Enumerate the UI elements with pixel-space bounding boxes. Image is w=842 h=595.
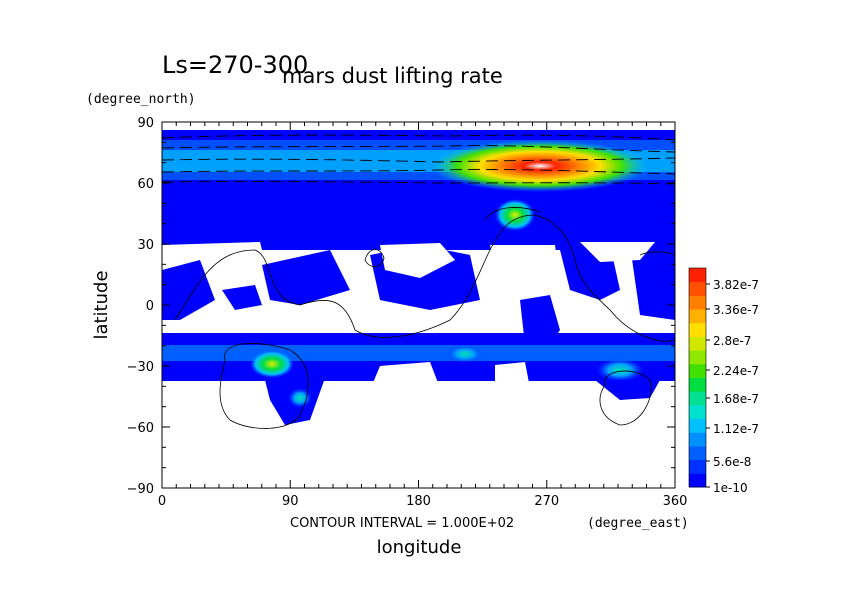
hellas-spot xyxy=(250,350,294,378)
colorbar-label: 3.82e-7 xyxy=(713,278,759,292)
tharsis-spot xyxy=(495,199,535,231)
colorbar-swatch xyxy=(689,350,706,365)
colorbar-swatch xyxy=(689,418,706,433)
colorbar-frame xyxy=(688,267,707,488)
colorbar-swatch xyxy=(689,363,706,378)
north-hot-spot xyxy=(430,140,650,192)
south-gap xyxy=(495,362,530,390)
gap xyxy=(490,245,560,295)
contour-interval: CONTOUR INTERVAL = 1.000E+02 xyxy=(290,516,514,531)
colorbar-swatch xyxy=(689,295,706,310)
colorbar-swatch xyxy=(689,268,706,283)
y-tick-label: 30 xyxy=(137,238,154,253)
colorbar-swatch xyxy=(689,404,706,420)
x-tick-label: 360 xyxy=(663,494,688,509)
colorbar-swatch xyxy=(689,281,706,296)
y-tick-label: −30 xyxy=(127,360,154,375)
polar-contours xyxy=(162,134,675,185)
gap xyxy=(380,243,455,278)
x-tick-label: 180 xyxy=(406,494,431,509)
tropical-blob xyxy=(630,245,675,320)
season-label: Ls=270-300 xyxy=(162,51,308,79)
y-tick-label: −90 xyxy=(127,482,154,497)
colorbar-label: 1.68e-7 xyxy=(713,392,759,406)
dust-field xyxy=(162,130,675,425)
colorbar-label: 2.24e-7 xyxy=(713,364,759,378)
y-tick-label: 0 xyxy=(146,299,154,314)
colorbar-swatch xyxy=(689,432,706,447)
colorbar-swatch xyxy=(689,473,706,488)
tropical-blob xyxy=(162,260,215,320)
south-band-light xyxy=(162,345,675,361)
x-axis-label: longitude xyxy=(377,537,462,558)
south-lobe xyxy=(595,380,660,400)
colorbar-label: 1.12e-7 xyxy=(713,422,759,436)
x-tick-label: 90 xyxy=(282,494,299,509)
colorbar-swatch xyxy=(689,377,706,392)
x-units: (degree_east) xyxy=(587,516,689,531)
colorbar-swatch xyxy=(689,391,706,406)
south-gap xyxy=(370,362,440,390)
x-tick-label: 0 xyxy=(158,494,166,509)
x-tick-label: 270 xyxy=(534,494,559,509)
colorbar-label: 5.6e-8 xyxy=(713,455,751,469)
colorbar-label: 1e-10 xyxy=(713,481,748,495)
y-axis-label: latitude xyxy=(91,270,112,339)
tropical-blob xyxy=(262,250,350,305)
y-tick-label: 90 xyxy=(137,116,154,131)
gap xyxy=(162,242,265,272)
gap xyxy=(580,242,655,262)
y-tick-label: −60 xyxy=(127,421,154,436)
colorbar-swatch xyxy=(689,459,706,474)
y-units: (degree_north) xyxy=(86,92,196,107)
south-spot xyxy=(596,358,644,382)
colorbar: 1e-10 5.6e-8 1.12e-7 1.68e-7 2.24e-7 2.8e-7 3.… xyxy=(688,267,759,495)
y-tick-label: 60 xyxy=(137,177,154,192)
south-spot xyxy=(447,345,483,363)
colorbar-swatch xyxy=(689,322,706,337)
colorbar-label: 2.8e-7 xyxy=(713,334,751,348)
chart-title: mars dust lifting rate xyxy=(282,64,503,88)
x-axis: 0 90 180 270 360 xyxy=(158,122,688,509)
colorbar-swatch xyxy=(689,336,706,351)
y-axis: 90 60 30 0 −30 −60 −90 xyxy=(127,116,675,497)
colorbar-swatch xyxy=(689,309,706,324)
colorbar-label: 3.36e-7 xyxy=(713,303,759,317)
topography-contours xyxy=(174,207,676,429)
tropical-blob xyxy=(222,285,262,310)
colorbar-swatch xyxy=(689,445,706,461)
argyre-spot xyxy=(288,388,312,408)
